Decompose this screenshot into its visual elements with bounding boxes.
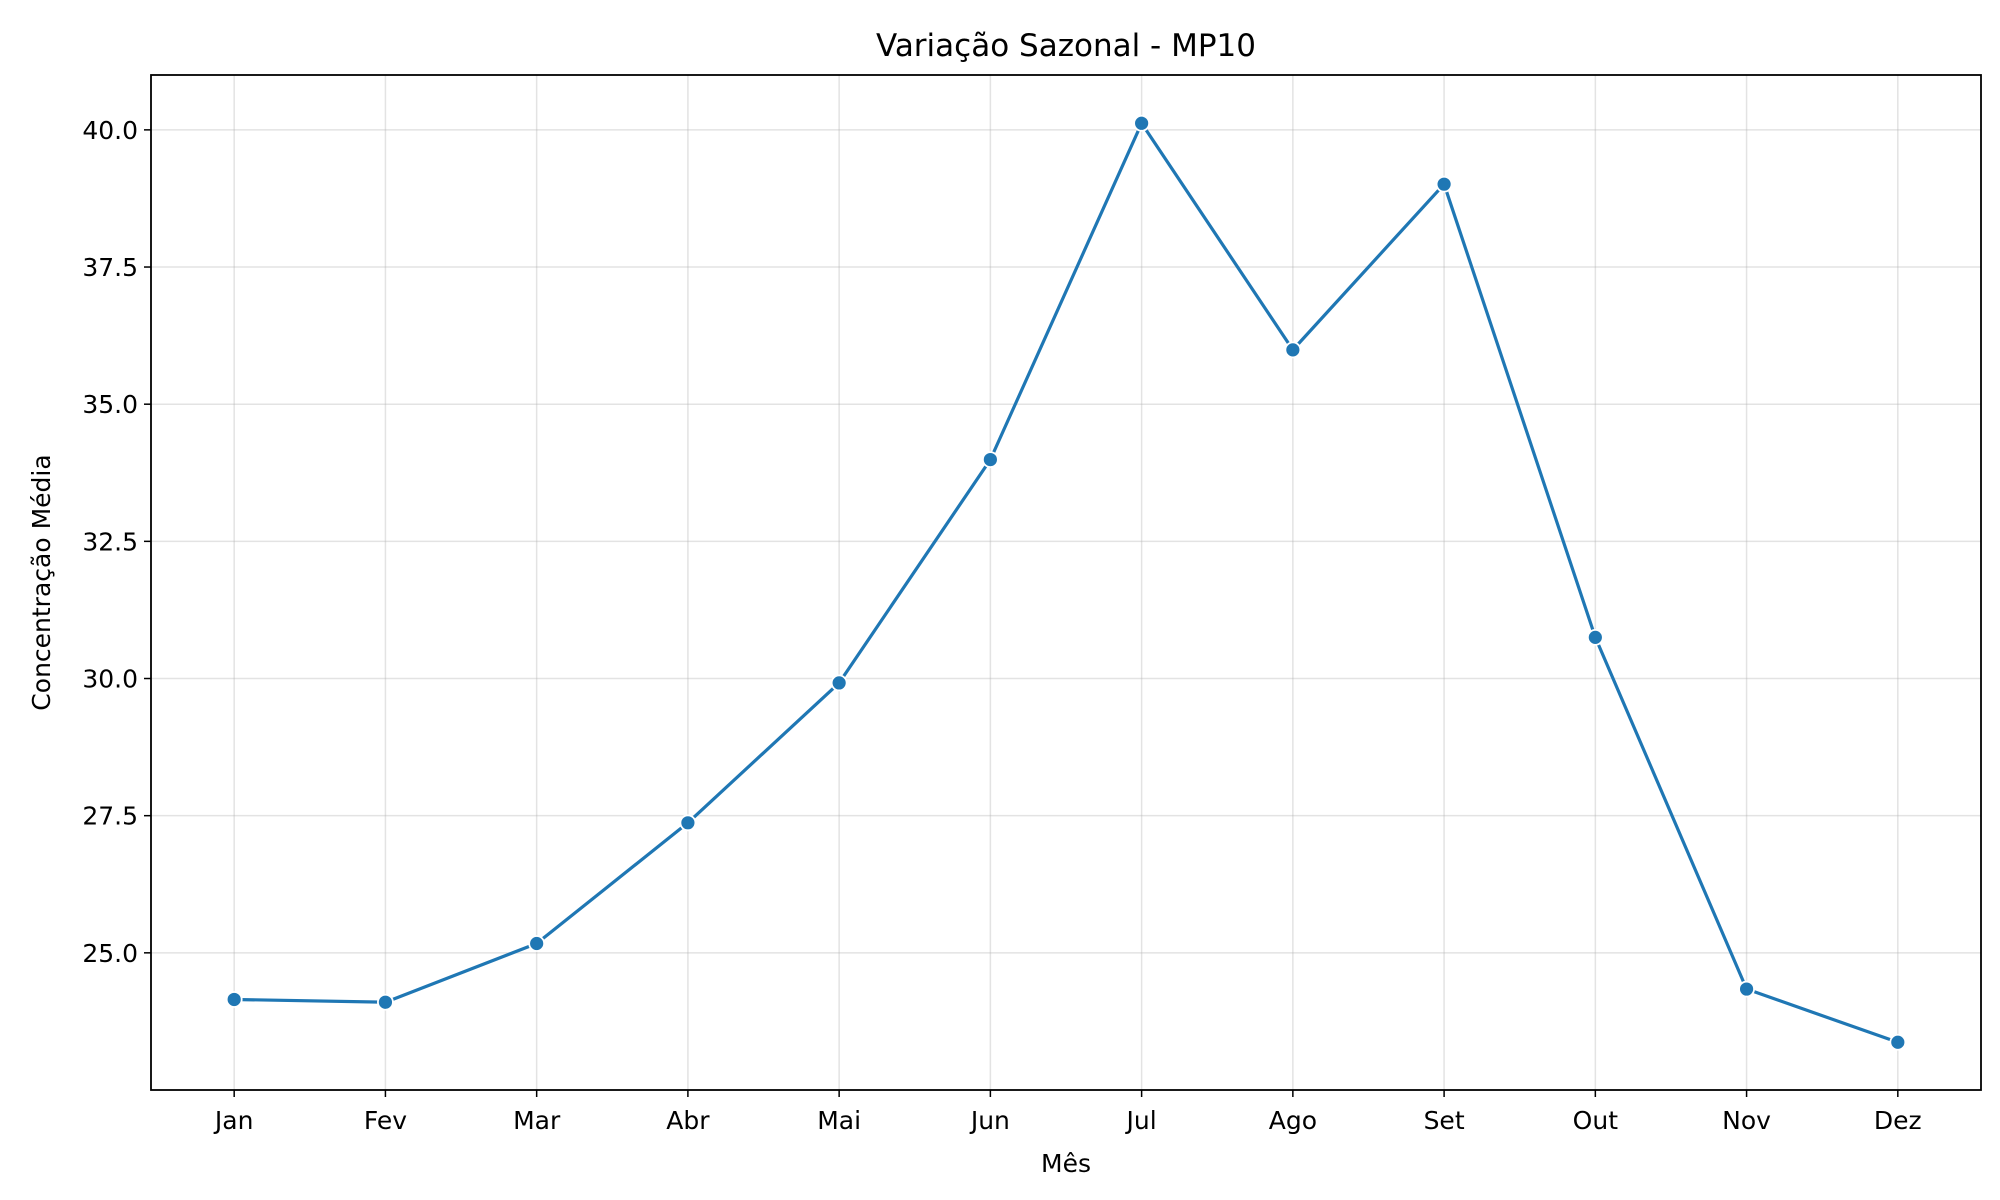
x-tick-label: Mar (513, 1106, 561, 1135)
data-point (528, 935, 546, 952)
x-tick-label: Fev (364, 1106, 407, 1135)
grid-layer (151, 75, 1981, 1090)
x-tick-label: Mai (817, 1106, 861, 1135)
data-point (1284, 341, 1302, 359)
y-tick-label: 37.5 (82, 253, 138, 282)
x-tick-label: Jan (213, 1106, 254, 1135)
x-axis-label: Mês (1041, 1149, 1091, 1178)
data-point (1133, 114, 1151, 132)
data-point (981, 451, 999, 469)
chart-title: Variação Sazonal - MP10 (876, 28, 1256, 64)
x-tick-label: Set (1424, 1106, 1465, 1135)
y-tick-label: 27.5 (82, 802, 138, 831)
data-point (1586, 628, 1604, 646)
x-tick-label: Nov (1722, 1106, 1771, 1135)
y-tick-label: 35.0 (82, 390, 138, 419)
y-tick-label: 32.5 (82, 527, 138, 556)
series-line (232, 121, 1900, 1044)
x-tick-label: Ago (1269, 1106, 1317, 1135)
data-point (830, 674, 848, 692)
y-tick-label: 40.0 (82, 116, 138, 145)
data-point (1889, 1033, 1907, 1051)
y-tick-label: 25.0 (82, 939, 138, 968)
plot-frame (150, 74, 1982, 1091)
series-layer (225, 114, 1907, 1051)
y-tick-label: 30.0 (82, 665, 138, 694)
x-tick-label: Out (1573, 1106, 1619, 1135)
y-axis-label: Concentração Média (27, 454, 56, 710)
data-point (1738, 980, 1755, 998)
x-tick-label: Abr (666, 1106, 710, 1135)
data-point (377, 993, 394, 1011)
x-tick-label: Jun (969, 1106, 1010, 1135)
data-point (225, 991, 243, 1008)
tick-layer: Jan Fev Mar Abr Mai Jun Jul Ago Set Out Nov Dez 25.0… (82, 116, 1921, 1135)
x-tick-label: Jul (1125, 1106, 1157, 1135)
x-tick-label: Dez (1874, 1106, 1922, 1135)
data-point (679, 814, 697, 832)
data-point (1435, 175, 1453, 193)
